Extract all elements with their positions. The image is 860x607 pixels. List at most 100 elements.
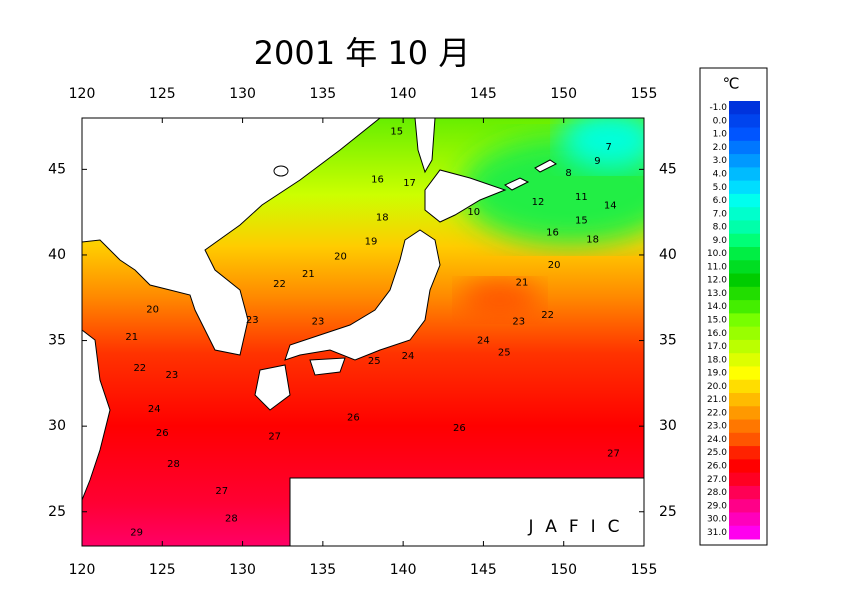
colorbar-label: 31.0: [707, 528, 727, 538]
x-tick-label-top: 130: [229, 86, 256, 102]
mainland: [82, 118, 381, 356]
colorbar-label: 23.0: [707, 422, 727, 432]
y-tick-label-right: 40: [659, 247, 677, 263]
x-tick-label-top: 120: [69, 86, 96, 102]
colorbar-label: 10.0: [707, 249, 727, 259]
x-tick-label-top: 150: [550, 86, 577, 102]
x-tick-label-bottom: 120: [69, 562, 96, 578]
contour-label: 23: [166, 370, 179, 381]
y-tick-label-left: 30: [48, 418, 66, 434]
contour-label: 15: [390, 127, 403, 138]
contour-label: 25: [368, 356, 381, 367]
y-tick-label-right: 30: [659, 418, 677, 434]
shikoku: [309, 357, 346, 376]
contour-label: 23: [246, 315, 259, 326]
colorbar-swatch: [729, 472, 760, 487]
colorbar-swatch: [729, 525, 760, 540]
contour-label: 28: [167, 459, 180, 470]
contour-label: 18: [376, 212, 389, 223]
contour-label: 12: [532, 197, 545, 208]
contour-label: 9: [594, 156, 600, 167]
colorbar-swatch: [729, 167, 760, 182]
colorbar-swatch: [729, 101, 760, 115]
contour-label: 21: [125, 332, 138, 343]
contour-label: 27: [607, 449, 620, 460]
x-tick-label-bottom: 135: [309, 562, 336, 578]
colorbar-label: 30.0: [707, 515, 727, 525]
contour-label: 22: [273, 279, 286, 290]
contour-label: 24: [148, 404, 161, 415]
colorbar-label: 1.0: [713, 130, 728, 140]
island: [273, 165, 289, 177]
colorbar-label: 3.0: [713, 156, 728, 166]
colorbar-label: 13.0: [707, 289, 727, 299]
colorbar-label: 29.0: [707, 501, 727, 511]
y-tick-label-right: 35: [659, 333, 677, 349]
credit: JAFIC: [527, 517, 631, 537]
colorbar-label: 4.0: [713, 170, 728, 180]
contour-label: 17: [403, 178, 416, 189]
colorbar-swatch: [729, 499, 760, 513]
kuril: [534, 159, 557, 173]
sea-field: [82, 118, 644, 546]
colorbar-label: 12.0: [707, 276, 727, 286]
colorbar-label: 0.0: [713, 116, 728, 126]
colorbar-swatch: [729, 286, 760, 301]
colorbar-swatch: [729, 512, 760, 527]
colorbar-label: 21.0: [707, 395, 727, 405]
axes: 120 120 125 125 130 130 135 135 140 140 145 145 150 1…: [48, 86, 677, 578]
y-tick-label-left: 25: [48, 504, 66, 520]
colorbar-unit: ℃: [723, 75, 740, 93]
contour-label: 8: [565, 168, 571, 179]
colorbar-swatch: [729, 326, 760, 341]
colorbar-label: 22.0: [707, 408, 727, 418]
contour-label: 27: [215, 486, 228, 497]
colorbar-swatch: [729, 260, 760, 275]
colorbar-swatch: [729, 207, 760, 221]
colorbar-swatch: [729, 393, 760, 407]
land: [82, 118, 557, 501]
colorbar-label: 19.0: [707, 369, 727, 379]
colorbar-swatch: [729, 446, 760, 460]
colorbar-swatch: [729, 154, 760, 168]
x-tick-label-top: 125: [149, 86, 176, 102]
title: 2001 年 10 月: [254, 34, 471, 72]
colorbar-label: 26.0: [707, 462, 727, 472]
colorbar-swatch: [729, 114, 760, 129]
x-tick-label-bottom: 125: [149, 562, 176, 578]
contour-label: 22: [541, 310, 554, 321]
contour-label: 29: [130, 527, 143, 538]
contour-label: 26: [156, 428, 169, 439]
colorbar-swatch: [729, 485, 760, 500]
contour-label: 21: [302, 269, 315, 280]
colorbar-label: 20.0: [707, 382, 727, 392]
x-tick-label-bottom: 145: [470, 562, 497, 578]
x-tick-label-top: 155: [631, 86, 658, 102]
contour-labels: 15 16 17 18 19 20 21 22 23 23 20 21 22 23 24 25 24 26 26 26…: [125, 127, 619, 539]
colorbar-label: 15.0: [707, 316, 727, 326]
contour-label: 18: [586, 235, 599, 246]
y-tick-label-left: 35: [48, 333, 66, 349]
colorbar-label: 5.0: [713, 183, 728, 193]
credit-box: [289, 477, 644, 546]
contour-label: 16: [371, 175, 384, 186]
colorbar-label: 28.0: [707, 488, 727, 498]
contour-label: 11: [575, 192, 588, 203]
colorbar-label: -1.0: [709, 103, 727, 113]
hokkaido: [424, 169, 507, 223]
contour-label: 7: [605, 142, 611, 153]
colorbar-swatch: [729, 127, 760, 142]
colorbar-label: 17.0: [707, 342, 727, 352]
y-tick-label-left: 40: [48, 247, 66, 263]
x-tick-label-bottom: 150: [550, 562, 577, 578]
honshu: [284, 229, 441, 361]
colorbar-label: 9.0: [713, 236, 728, 246]
colorbar-swatch: [729, 459, 760, 474]
y-tick-label-right: 25: [659, 504, 677, 520]
contour-label: 22: [133, 363, 146, 374]
colorbar-label: 11.0: [707, 262, 727, 272]
kuril: [504, 177, 530, 191]
x-tick-label-top: 140: [390, 86, 417, 102]
cold-water: [560, 118, 644, 170]
